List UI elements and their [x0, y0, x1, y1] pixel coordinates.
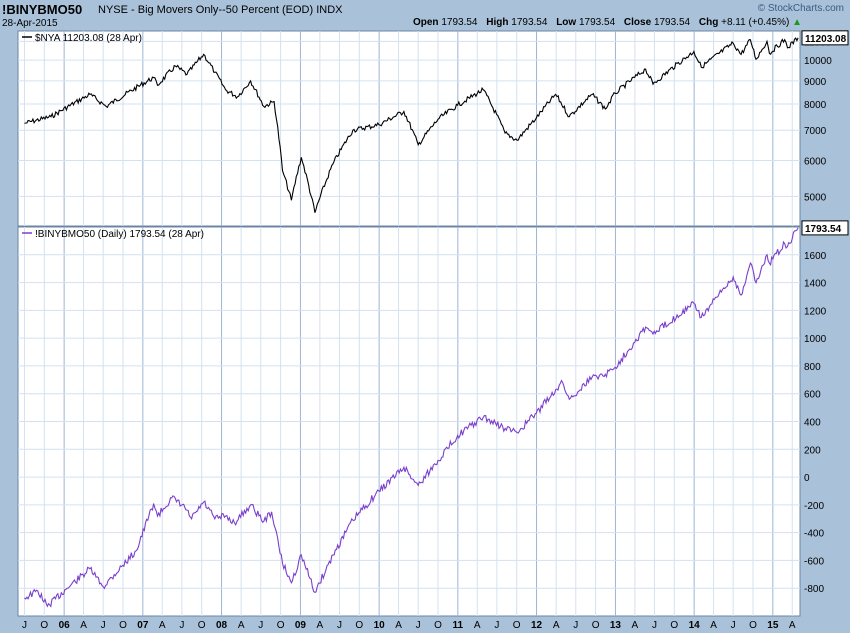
y-tick-label: 400 [804, 418, 821, 429]
y-tick-label: 7000 [804, 126, 827, 137]
ohlc-readout: Open 1793.54 High 1793.54 Low 1793.54 Cl… [407, 17, 802, 28]
binybmo50-last-value: 1793.54 [805, 224, 842, 235]
chg-label: Chg [698, 17, 719, 28]
watermark: © StockCharts.com [757, 3, 844, 14]
y-tick-label: 600 [804, 390, 821, 401]
chart-date: 28-Apr-2015 [2, 18, 58, 29]
x-tick-label: O [355, 620, 363, 631]
y-tick-label: 1400 [804, 279, 827, 290]
y-tick-label: 1200 [804, 306, 827, 317]
high-value: 1793.54 [511, 17, 548, 28]
y-tick-label: 10000 [804, 56, 832, 67]
up-arrow-icon: ▲ [792, 17, 802, 28]
y-tick-label: 1000 [804, 334, 827, 345]
y-tick-label: 1600 [804, 251, 827, 262]
x-tick-label: J [258, 620, 263, 631]
nya-last-value-box [801, 30, 849, 46]
x-tick-label: A [317, 620, 324, 631]
x-tick-label: O [198, 620, 206, 631]
x-tick-label: O [513, 620, 521, 631]
x-tick-label: J [652, 620, 657, 631]
y-tick-label: -600 [804, 556, 824, 567]
x-tick-label: A [710, 620, 717, 631]
low-label: Low [556, 17, 577, 28]
symbol-description: NYSE - Big Movers Only--50 Percent (EOD)… [98, 4, 343, 16]
x-tick-label: A [238, 620, 245, 631]
x-tick-label: 08 [216, 620, 228, 631]
chg-value: +8.11 (+0.45%) [721, 17, 790, 28]
x-tick-label: 13 [610, 620, 622, 631]
x-tick-label: 06 [59, 620, 71, 631]
close-value: 1793.54 [653, 17, 691, 28]
x-tick-label: A [80, 620, 87, 631]
y-tick-label: 200 [804, 445, 821, 456]
x-tick-label: O [434, 620, 442, 631]
x-tick-label: O [670, 620, 678, 631]
low-value: 1793.54 [578, 17, 616, 28]
symbol-title: !BINYBMO50 [2, 2, 83, 17]
binybmo50-last-value-box [801, 220, 849, 236]
x-tick-label: O [592, 620, 600, 631]
x-tick-label: A [474, 620, 481, 631]
x-tick-label: J [731, 620, 736, 631]
x-tick-label: J [416, 620, 421, 631]
y-tick-label: -800 [804, 584, 824, 595]
x-tick-label: 09 [295, 620, 307, 631]
x-tick-label: J [337, 620, 342, 631]
x-tick-label: 12 [531, 620, 543, 631]
price-panel [17, 30, 801, 227]
chart-header: !BINYBMO50 NYSE - Big Movers Only--50 Pe… [0, 0, 850, 30]
x-tick-label: A [553, 620, 560, 631]
x-tick-label: O [277, 620, 285, 631]
x-tick-label: J [179, 620, 184, 631]
y-tick-label: 9000 [804, 77, 827, 88]
y-tick-label: 0 [804, 473, 810, 484]
y-tick-label: 800 [804, 362, 821, 373]
high-label: High [486, 17, 509, 28]
x-tick-label: J [101, 620, 106, 631]
x-tick-label: A [789, 620, 796, 631]
x-tick-label: 11 [453, 620, 464, 631]
description-text: NYSE - Big Movers Only--50 Percent (EOD) [98, 4, 314, 16]
x-tick-label: J [494, 620, 499, 631]
x-tick-label: A [395, 620, 402, 631]
exchange-text: INDX [316, 4, 343, 16]
y-tick-label: -200 [804, 501, 824, 512]
open-value: 1793.54 [441, 17, 478, 28]
close-label: Close [623, 17, 652, 28]
x-tick-label: 07 [137, 620, 149, 631]
nya-legend-label: $NYA 11203.08 (28 Apr) [35, 33, 142, 44]
y-tick-label: 5000 [804, 192, 827, 203]
nya-last-value: 11203.08 [805, 34, 847, 45]
x-tick-label: O [749, 620, 757, 631]
binybmo50-legend-label: !BINYBMO50 (Daily) 1793.54 (28 Apr) [35, 229, 204, 240]
x-tick-label: A [632, 620, 639, 631]
open-label: Open [412, 17, 439, 28]
y-tick-label: 8000 [804, 100, 827, 111]
x-tick-label: O [119, 620, 127, 631]
x-tick-label: 15 [767, 620, 779, 631]
nya-series-line [24, 37, 799, 213]
x-tick-label: O [40, 620, 48, 631]
binybmo50-series-line [24, 227, 799, 608]
y-tick-label: 6000 [804, 157, 827, 168]
x-tick-label: A [159, 620, 166, 631]
x-tick-label: 10 [374, 620, 386, 631]
x-tick-label: 14 [689, 620, 701, 631]
x-tick-label: J [22, 620, 27, 631]
y-tick-label: -400 [804, 529, 824, 540]
x-tick-label: J [573, 620, 578, 631]
